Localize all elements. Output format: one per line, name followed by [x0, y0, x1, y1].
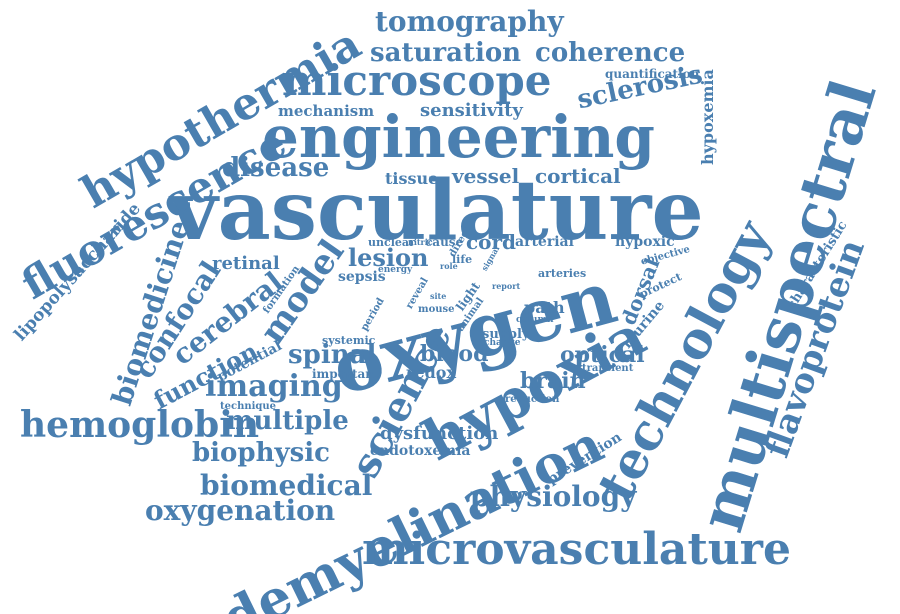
- word-disease: disease: [222, 153, 330, 183]
- word-brain: brain: [520, 368, 586, 394]
- word-physiology: physiology: [470, 480, 637, 513]
- word-biophysic: biophysic: [192, 438, 330, 468]
- word-life: life: [452, 253, 473, 266]
- word-sepsis: sepsis: [338, 269, 386, 285]
- word-spinal: spinal: [288, 340, 377, 370]
- word-mechanism: mechanism: [278, 102, 375, 120]
- word-energy: energy: [378, 265, 413, 275]
- word-supply: supply: [482, 327, 530, 342]
- word-mouse: mouse: [418, 304, 455, 315]
- word-microvasculature: microvasculature: [362, 524, 791, 575]
- word-microscope: microscope: [282, 56, 552, 105]
- word-oxygenation: oxygenation: [145, 494, 336, 527]
- word-endotoxemia: endotoxemia: [370, 443, 471, 459]
- word-arterial: arterial: [515, 234, 574, 250]
- word-hemoglobin: hemoglobin: [20, 404, 260, 446]
- word-important: important: [312, 367, 380, 381]
- word-column: column: [516, 315, 554, 325]
- word-report: report: [492, 281, 521, 291]
- word-cause: cause: [425, 235, 464, 249]
- word-blood: blood: [420, 341, 489, 367]
- word-vasculature: vasculature: [170, 163, 704, 259]
- word-systemic: systemic: [322, 334, 376, 347]
- word-saturation: saturation: [370, 38, 522, 68]
- word-cortical: cortical: [535, 164, 621, 188]
- word-arteries: arteries: [538, 267, 587, 280]
- word-biomedical: biomedical: [200, 469, 373, 502]
- word-technique: technique: [220, 401, 277, 412]
- word-hypoxic: hypoxic: [615, 234, 675, 250]
- word-multiple: multiple: [226, 406, 349, 436]
- word-nitric: nitric: [408, 237, 433, 247]
- word-path: path: [524, 298, 565, 317]
- word-vessel: vessel: [452, 164, 520, 188]
- word-lesion: lesion: [348, 243, 429, 272]
- word-site: site: [430, 291, 447, 301]
- word-change: change: [484, 338, 521, 348]
- word-tissue: tissue: [385, 169, 439, 188]
- word-engineering: engineering: [262, 103, 655, 171]
- word-unclear: unclear: [368, 236, 415, 249]
- word-imaging: imaging: [205, 369, 343, 404]
- word-transient: transient: [582, 363, 634, 374]
- word-coherence: coherence: [535, 38, 686, 68]
- word-hypoxemia: hypoxemia: [698, 69, 717, 165]
- word-dysfunction: dysfunction: [380, 423, 499, 444]
- word-tomography: tomography: [375, 5, 564, 38]
- word-retinal: retinal: [212, 253, 280, 274]
- word-role: role: [440, 261, 458, 271]
- word-sensitivity: sensitivity: [420, 100, 523, 121]
- word-optical: optical: [560, 342, 645, 368]
- word-redox: redox: [406, 363, 457, 382]
- word-cord: cord: [466, 230, 517, 254]
- word-reduction: reduction: [505, 394, 560, 405]
- word-quantification: quantification: [605, 67, 700, 81]
